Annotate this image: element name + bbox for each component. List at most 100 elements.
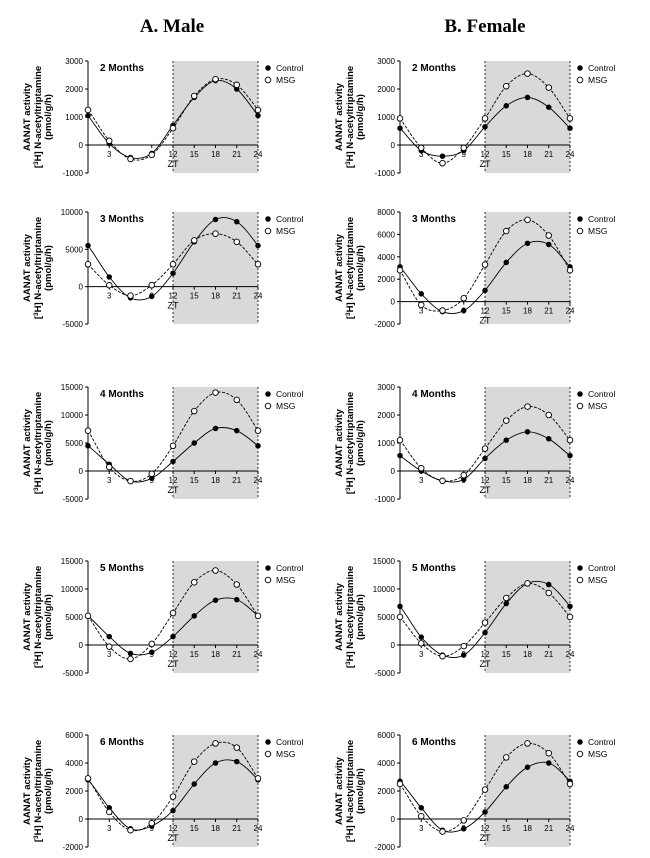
y-axis-label: AANAT activity[3H] N-acetyltriptamine (pm… (22, 66, 54, 168)
y-label-line3: (pmol/g/h) (43, 94, 54, 140)
data-point (418, 640, 425, 647)
x-tick-label: 18 (523, 476, 532, 485)
y-tick-label: 6000 (377, 731, 395, 740)
x-tick-label: 21 (232, 150, 241, 159)
y-label-line3: (pmol/g/h) (43, 768, 54, 814)
series-msg (84, 75, 262, 163)
data-point (503, 594, 510, 602)
x-tick-label: 18 (523, 824, 532, 833)
series-msg (84, 567, 262, 663)
y-tick-label: -5000 (63, 669, 84, 678)
y-label-line3: (pmol/g/h) (355, 768, 366, 814)
data-point (524, 764, 531, 770)
panel-female-3: -200002000400060008000391215182124ZTAANA… (334, 208, 616, 329)
data-point (148, 281, 155, 289)
data-point (546, 104, 552, 110)
series-control (397, 240, 573, 315)
y-label-rest: H] N-acetyltriptamine (33, 392, 44, 488)
legend-msg-label: MSG (588, 226, 607, 236)
x-tick-label: 18 (523, 650, 532, 659)
legend-msg-label: MSG (588, 749, 607, 759)
data-point (212, 75, 219, 83)
data-point (545, 411, 553, 419)
y-axis-label: AANAT activity[3H] N-acetyltriptamine (pm… (22, 566, 54, 668)
y-tick-label: 4000 (377, 759, 395, 768)
y-tick-label: -2000 (375, 843, 396, 852)
y-label-line2: [3H] N-acetyltriptamine (33, 392, 44, 494)
data-point (418, 634, 425, 640)
legend-msg-marker (576, 750, 584, 758)
data-point (461, 307, 467, 314)
zt-label: ZT (168, 485, 179, 495)
legend-control-label: Control (588, 563, 616, 573)
y-label-superscript: 3 (33, 161, 40, 165)
x-tick-label: 3 (419, 650, 424, 659)
data-point (84, 427, 92, 434)
x-tick-label: 21 (232, 292, 241, 301)
data-point (461, 826, 467, 832)
legend-control-marker (265, 739, 271, 745)
data-point (546, 241, 552, 248)
legend-control-marker (577, 565, 583, 571)
legend-control-marker (265, 216, 271, 222)
data-point (85, 242, 91, 249)
x-tick-label: 15 (190, 476, 199, 485)
x-tick-label: 24 (566, 824, 575, 833)
series-msg (396, 70, 574, 167)
y-tick-label: -5000 (63, 320, 84, 329)
dark-phase-shading (485, 212, 570, 324)
legend-msg-marker (576, 402, 584, 410)
y-tick-label: 1000 (377, 113, 395, 122)
x-tick-label: 3 (107, 476, 112, 485)
y-tick-label: 3000 (377, 383, 395, 392)
data-point (105, 137, 113, 145)
legend-control-marker (577, 65, 583, 71)
data-point (85, 443, 91, 449)
x-tick-label: 24 (254, 476, 263, 485)
data-point (566, 436, 574, 444)
panel-female-2: -1000 0 1000 2000 3000 3 9 12 15 18 21 24 ZT AANAT ac… (334, 57, 616, 178)
panel-male-4: -5000050001000015000391215182124ZTAANAT … (22, 383, 304, 504)
legend-msg-marker (576, 576, 584, 584)
data-point (439, 477, 446, 485)
y-label-line2: [3H] N-acetyltriptamine (33, 217, 44, 319)
data-point (481, 445, 489, 452)
data-point (503, 103, 510, 109)
legend-msg-marker (576, 76, 584, 84)
data-point (418, 301, 425, 309)
legend: Control MSG (264, 389, 304, 411)
y-tick-label: 4000 (65, 759, 83, 768)
data-point (439, 153, 446, 159)
y-label-superscript: 3 (345, 661, 352, 665)
panel-title: 4 Months (100, 389, 144, 400)
data-point (105, 463, 113, 471)
zt-label: ZT (480, 316, 491, 326)
panel-male-6: -20000200040006000391215182124ZTAANAT ac… (22, 731, 304, 852)
zt-label: ZT (480, 833, 491, 843)
data-point (460, 144, 468, 152)
y-tick-label: -1000 (375, 169, 396, 178)
y-axis-label: AANAT activity[3H] N-acetyltriptamine (pm… (334, 740, 366, 842)
legend: Control MSG (576, 63, 616, 85)
y-axis-label: AANAT activity[3H] N-acetyltriptamine (pm… (22, 217, 54, 319)
data-point (482, 124, 488, 130)
data-point (127, 155, 134, 163)
legend-msg-label: MSG (276, 226, 295, 236)
dark-phase-shading (485, 61, 570, 173)
data-point (212, 597, 219, 603)
panel-title: 3 Months (412, 214, 456, 225)
data-point (566, 613, 574, 621)
y-tick-label: 10000 (61, 411, 84, 420)
data-point (127, 826, 134, 834)
data-point (212, 760, 219, 766)
y-label-line1: AANAT activity (334, 233, 345, 302)
y-label-line3: (pmol/g/h) (355, 594, 366, 640)
y-label-line3: (pmol/g/h) (43, 245, 54, 291)
data-point (524, 429, 531, 435)
x-tick-label: 12 (481, 307, 490, 316)
data-point (396, 436, 404, 444)
data-point (545, 589, 553, 597)
x-tick-label: 3 (419, 476, 424, 485)
data-point (524, 403, 531, 410)
